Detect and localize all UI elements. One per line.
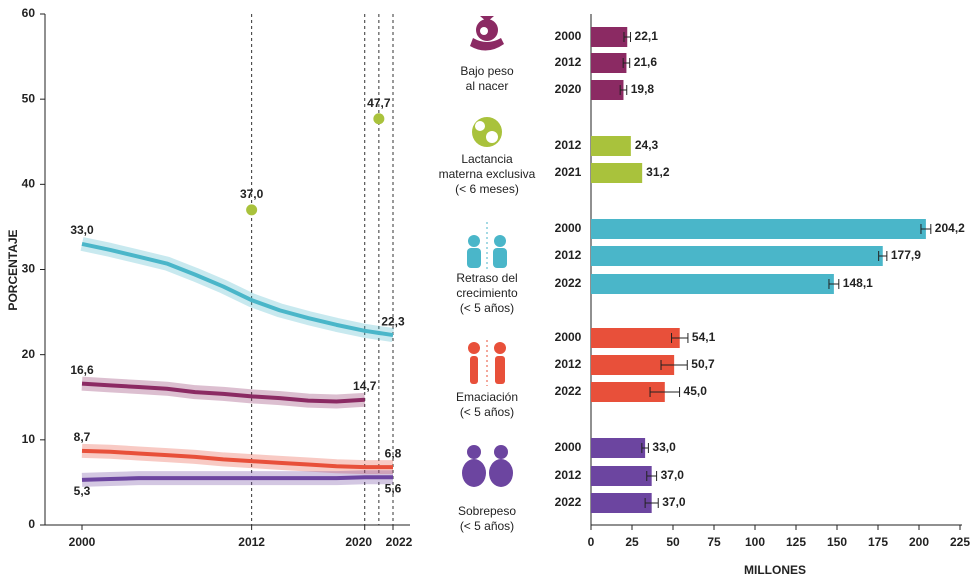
bar: [591, 328, 680, 348]
bar: [591, 246, 883, 266]
y-tick-label: 60: [22, 6, 36, 20]
bar: [591, 27, 628, 47]
x-tick-label: 50: [666, 535, 680, 549]
data-label: 54,1: [692, 330, 716, 344]
bar: [591, 136, 631, 156]
data-label: 33,0: [652, 440, 676, 454]
data-label: 6,8: [385, 446, 402, 460]
data-label: 47,7: [367, 96, 391, 110]
bar: [591, 355, 675, 375]
indicator-label: Emaciación (< 5 años): [455, 390, 519, 419]
data-label: 37,0: [662, 495, 686, 509]
category-label: 2000: [555, 440, 582, 454]
indicator-label: Lactancia materna exclusiva (< 6 meses): [438, 152, 536, 196]
data-label: 21,6: [634, 55, 658, 69]
y-tick-label: 50: [22, 91, 36, 105]
bar: [591, 80, 624, 100]
y-tick-label: 40: [22, 177, 36, 191]
x-tick-label: 225: [950, 535, 970, 549]
series-line: [81, 241, 394, 338]
data-label: 33,0: [70, 223, 94, 237]
data-label: 204,2: [935, 221, 965, 235]
data-label: 31,2: [646, 165, 670, 179]
category-label: 2012: [555, 468, 582, 482]
data-label: 22,1: [635, 29, 659, 43]
data-label: 177,9: [891, 248, 921, 262]
bar: [591, 163, 643, 183]
indicator-label: Bajo peso al nacer: [460, 64, 514, 93]
category-label: 2000: [555, 221, 582, 235]
data-label: 5,6: [385, 481, 402, 495]
series-line: [81, 448, 393, 470]
category-label: 2020: [555, 82, 582, 96]
category-label: 2022: [555, 495, 582, 509]
data-label: 8,7: [74, 430, 91, 444]
data-label: 45,0: [684, 384, 708, 398]
category-label: 2021: [555, 165, 582, 179]
x-axis-label: MILLONES: [744, 563, 806, 577]
y-axis-label: PORCENTAJE: [6, 229, 20, 310]
y-tick-label: 30: [22, 262, 36, 276]
category-label: 2012: [555, 357, 582, 371]
x-tick-label: 2000: [69, 535, 96, 549]
data-label: 5,3: [74, 484, 91, 498]
x-tick-label: 2020: [345, 535, 372, 549]
x-tick-label: 2012: [238, 535, 265, 549]
point: [373, 113, 385, 125]
category-label: 2012: [555, 248, 582, 262]
category-label: 2000: [555, 29, 582, 43]
series-band: [80, 237, 395, 342]
series-line: [81, 475, 393, 482]
category-label: 2022: [555, 384, 582, 398]
x-tick-label: 125: [786, 535, 806, 549]
data-label: 14,7: [353, 379, 377, 393]
x-tick-label: 100: [745, 535, 765, 549]
x-tick-label: 25: [625, 535, 639, 549]
point: [246, 204, 258, 216]
x-tick-label: 175: [868, 535, 888, 549]
x-tick-label: 0: [588, 535, 595, 549]
x-tick-label: 200: [909, 535, 929, 549]
y-tick-label: 10: [22, 432, 36, 446]
data-label: 37,0: [661, 468, 685, 482]
category-label: 2012: [555, 55, 582, 69]
data-label: 19,8: [631, 82, 655, 96]
series-line: [81, 381, 365, 404]
category-label: 2012: [555, 138, 582, 152]
x-tick-label: 150: [827, 535, 847, 549]
bar: [591, 219, 926, 239]
y-tick-label: 20: [22, 347, 36, 361]
bar: [591, 53, 627, 73]
data-label: 16,6: [70, 363, 94, 377]
x-tick-label: 2022: [386, 535, 413, 549]
bar: [591, 274, 834, 294]
category-label: 2000: [555, 330, 582, 344]
bar: [591, 382, 665, 402]
x-tick-label: 75: [707, 535, 721, 549]
icons: [462, 16, 513, 487]
bar: [591, 466, 652, 486]
data-label: 50,7: [691, 357, 715, 371]
bar: [591, 493, 652, 513]
data-label: 24,3: [635, 138, 659, 152]
data-label: 22,3: [381, 314, 405, 328]
bar: [591, 438, 646, 458]
data-label: 148,1: [843, 276, 873, 290]
indicator-label: Sobrepeso (< 5 años): [457, 504, 517, 533]
data-label: 37,0: [240, 187, 264, 201]
indicator-label: Retraso del crecimiento (< 5 años): [456, 271, 518, 315]
y-tick-label: 0: [28, 517, 35, 531]
category-label: 2022: [555, 276, 582, 290]
